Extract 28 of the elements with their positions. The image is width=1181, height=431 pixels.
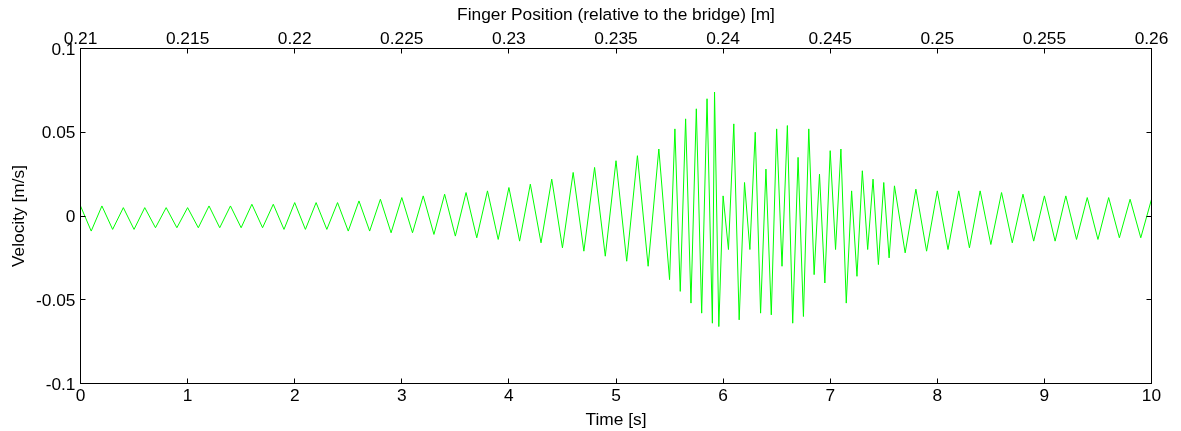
x-tick-label: 9 — [1039, 384, 1050, 405]
x-axis-title: Time [s] — [585, 408, 647, 429]
x2-tick-label: 0.255 — [1022, 27, 1067, 48]
x2-tick-label: 0.215 — [165, 27, 210, 48]
x-tick-label: 3 — [396, 384, 407, 405]
y-tick-label: -0.1 — [45, 373, 76, 394]
x-tick-label: 10 — [1141, 384, 1162, 405]
x2-tick-label: 0.23 — [492, 27, 526, 48]
x-tick-label: 5 — [611, 384, 621, 405]
y-tick-label: 0.05 — [41, 122, 76, 143]
x2-axis-title: Finger Position (relative to the bridge) [m] — [457, 3, 775, 24]
x2-tick-label: 0.26 — [1134, 27, 1169, 48]
x2-tick-label: 0.24 — [706, 27, 741, 48]
x-tick-label: 8 — [932, 384, 943, 405]
x-tick-label: 2 — [289, 384, 300, 405]
x2-tick-label: 0.245 — [808, 27, 852, 48]
x-tick-label: 6 — [718, 384, 728, 405]
x2-tick-label: 0.25 — [920, 27, 955, 48]
y-tick-label: 0 — [65, 206, 76, 226]
x2-tick-label: 0.235 — [594, 27, 638, 48]
x-tick-label: 4 — [504, 384, 515, 405]
x2-tick-label: 0.225 — [380, 27, 424, 48]
y-tick-label: -0.05 — [36, 289, 76, 310]
x-tick-label: 1 — [182, 384, 193, 405]
x-tick-label: 7 — [825, 384, 836, 405]
x2-tick-label: 0.22 — [277, 27, 312, 48]
y-axis-title: Velocity [m/s] — [8, 164, 28, 268]
line-series — [80, 91, 1152, 328]
